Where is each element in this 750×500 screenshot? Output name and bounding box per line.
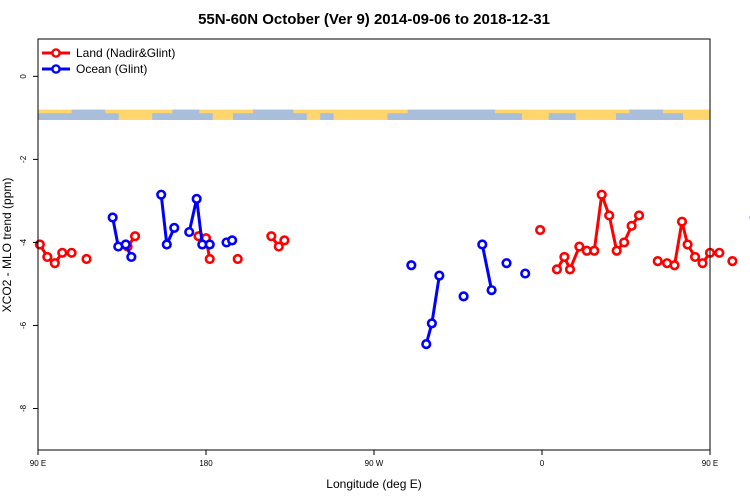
strip-ocean (629, 109, 663, 114)
series-layer (34, 189, 750, 350)
data-point-ocean (161, 239, 172, 250)
strip-ocean (387, 113, 522, 120)
data-point-land (676, 216, 688, 227)
data-point-ocean (421, 339, 432, 350)
series-line-ocean (111, 217, 133, 258)
legend-label-ocean: Ocean (Glint) (76, 62, 147, 76)
data-point-ocean (120, 239, 131, 250)
data-point-land (589, 245, 600, 256)
data-point-land (669, 260, 680, 271)
data-point-ocean (204, 239, 215, 250)
strip-ocean (615, 113, 684, 120)
data-point-ocean (184, 226, 195, 238)
legend-label-land: Land (Nadir&Glint) (76, 46, 175, 60)
x-tick-label: 90 W (365, 459, 384, 468)
x-tick-label: 180 (199, 459, 213, 468)
data-point-land (619, 237, 630, 248)
data-point-land (273, 241, 284, 252)
strip-ocean (253, 109, 294, 114)
strip-ocean (407, 109, 495, 114)
data-point-land (232, 253, 243, 265)
y-tick-label: -8 (19, 404, 28, 412)
x-tick-label: 90 E (30, 459, 46, 468)
data-point-land (626, 220, 637, 231)
x-tick-label: 0 (540, 459, 545, 468)
data-point-land (604, 210, 615, 221)
data-point-ocean (191, 193, 202, 204)
strip-ocean (320, 113, 334, 120)
data-point-land (727, 256, 738, 267)
data-point-ocean (520, 268, 531, 279)
strip-ocean (71, 109, 106, 114)
series-line-ocean (159, 194, 176, 246)
strip-land (38, 109, 710, 120)
y-tick-label: -2 (19, 155, 28, 163)
data-point-ocean (501, 258, 512, 269)
data-point-land (689, 251, 701, 263)
strip-ocean (172, 109, 200, 114)
data-point-land (129, 231, 141, 242)
x-axis-label: Longitude (deg E) (326, 477, 421, 491)
legend: Land (Nadir&Glint) Ocean (Glint) (42, 46, 175, 76)
data-point-land (559, 251, 570, 263)
strip-ocean (38, 113, 119, 120)
strip-ocean (548, 113, 576, 120)
plot-frame (37, 38, 711, 451)
series-line-ocean (480, 244, 494, 291)
data-point-land (42, 251, 53, 263)
data-point-ocean (458, 291, 469, 302)
legend-marker-ocean (51, 64, 61, 74)
y-axis-label: XCO2 - MLO trend (ppm) (0, 178, 14, 313)
data-point-land (551, 264, 563, 275)
legend-marker-land (51, 48, 61, 58)
data-point-ocean (406, 260, 417, 271)
data-point-land (682, 239, 693, 250)
y-tick-label: 0 (19, 74, 28, 79)
data-point-land (34, 239, 45, 250)
data-point-ocean (486, 285, 497, 296)
data-point-ocean (426, 318, 437, 329)
data-point-land (49, 258, 60, 269)
data-point-land (574, 241, 585, 252)
data-point-ocean (434, 270, 445, 281)
data-point-land (633, 210, 645, 221)
land-ocean-strip (38, 109, 710, 120)
strip-ocean (232, 113, 307, 120)
data-point-ocean (107, 212, 118, 223)
x-tick-label: 90 E (702, 459, 718, 468)
strip-ocean (152, 113, 213, 120)
series-line-ocean (424, 275, 441, 345)
data-point-land (535, 224, 546, 236)
data-point-land (81, 253, 92, 265)
data-point-land (596, 189, 607, 200)
data-point-ocean (169, 222, 180, 233)
data-point-ocean (126, 251, 137, 263)
data-point-land (564, 264, 576, 275)
data-point-land (714, 247, 725, 258)
data-point-land (66, 247, 77, 258)
axis-layer: 90 E 180 90 W 0 90 E 0 -2 -4 -6 -8 (19, 74, 718, 468)
y-tick-label: -6 (19, 321, 28, 329)
data-point-land (204, 253, 215, 265)
data-point-land (697, 258, 708, 269)
data-point-ocean (227, 235, 238, 246)
data-point-land (611, 245, 622, 256)
data-point-land (266, 231, 277, 242)
data-point-ocean (477, 239, 488, 250)
data-point-land (57, 247, 68, 258)
data-point-land (279, 235, 290, 246)
data-point-ocean (156, 189, 167, 200)
data-point-land (652, 256, 663, 267)
y-tick-label: -4 (19, 238, 28, 246)
chart-title: 55N-60N October (Ver 9) 2014-09-06 to 20… (198, 11, 550, 28)
